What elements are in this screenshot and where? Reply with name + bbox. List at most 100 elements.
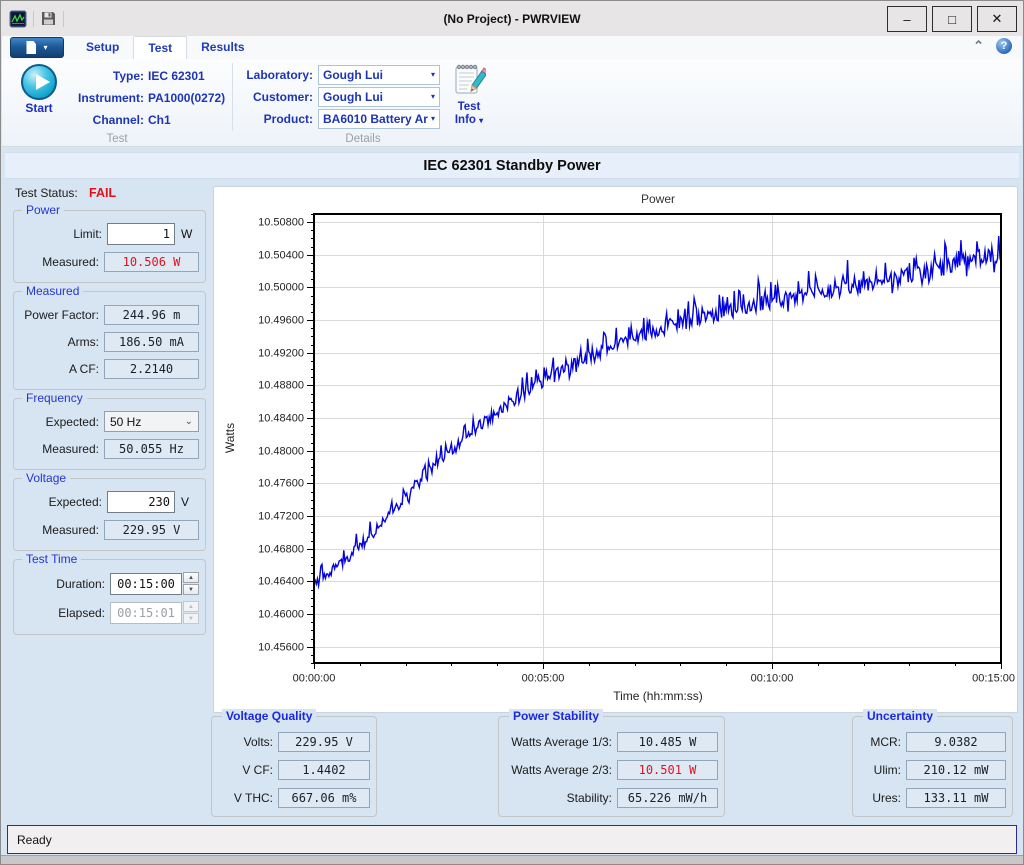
field-label: Ures: [859,791,906,805]
power-chart-canvas [214,187,1017,712]
field-label: Volts: [218,735,278,749]
spin-down-icon[interactable]: ▼ [183,584,199,595]
status-text: Ready [17,833,52,847]
field-label: Arms: [20,335,104,349]
combo-label: Laboratory: [233,68,313,82]
field-row: Ures:133.11 mW [859,787,1006,809]
close-button[interactable]: ✕ [977,6,1017,32]
ures-readout: 133.11 mW [906,788,1006,808]
field-row: MCR:9.0382 [859,731,1006,753]
spinner-value: 00:15:01 [110,602,182,624]
field-label: Limit: [20,227,107,241]
tab-test[interactable]: Test [133,36,187,59]
tab-results[interactable]: Results [187,36,258,59]
panel-title: Power Stability [509,709,603,723]
group-title: Measured [22,284,83,298]
field-label: Duration: [20,577,110,591]
unit-label: W [181,227,199,241]
page-title: IEC 62301 Standby Power [5,152,1019,179]
test-time-duration-spinner[interactable]: 00:15:00▲▼ [110,572,199,595]
minimize-button[interactable]: – [887,6,927,32]
field-label: V CF: [218,763,278,777]
titlebar: (No Project) - PWRVIEW – □ ✕ [1,1,1023,36]
measured-power-factor-readout: 244.96 m [104,305,199,325]
ribbon-test-fields: Type:IEC 62301Instrument:PA1000(0272)Cha… [64,65,232,131]
mcr-readout: 9.0382 [906,732,1006,752]
spin-up-icon: ▲ [183,601,199,612]
field-row: Watts Average 1/3:10.485 W [505,731,718,753]
collapse-ribbon-icon[interactable]: ⌃ [973,41,984,51]
field-label: Power Factor: [20,308,104,322]
test-time-elapsed-spinner: 00:15:01▲▼ [110,601,199,624]
field-row: Limit:1W [20,223,199,245]
combo-value: BA6010 Battery Ar [323,112,428,126]
maximize-button[interactable]: □ [932,6,972,32]
voltage-expected-input[interactable]: 230 [107,491,175,513]
panel-voltage-quality: Voltage QualityVolts:229.95 VV CF:1.4402… [211,716,377,817]
ribbon-field-label: Channel: [64,113,144,127]
v-thc-readout: 667.06 m% [278,788,370,808]
field-row: Measured:50.055 Hz [20,438,199,459]
volts-readout: 229.95 V [278,732,370,752]
field-row: Duration:00:15:00▲▼ [20,572,199,595]
caret-down-icon: ▾ [43,43,47,52]
ribbon-field-value: Ch1 [148,113,171,127]
ribbon-field-label: Instrument: [64,91,144,105]
status-bar: Ready [7,825,1017,854]
save-icon[interactable] [40,10,57,27]
ribbon-field-row: Type:IEC 62301 [64,65,232,87]
measured-arms-readout: 186.50 mA [104,332,199,352]
field-label: Measured: [20,523,104,537]
select-value: 50 Hz [110,415,141,429]
field-row: Measured:10.506 W [20,251,199,272]
combo-row: Product:BA6010 Battery Ar▾ [233,108,440,129]
group-voltage: VoltageExpected:230VMeasured:229.95 V [13,478,206,551]
notepad-pencil-icon [453,61,486,96]
v-cf-readout: 1.4402 [278,760,370,780]
tab-setup[interactable]: Setup [72,36,133,59]
window-bottom-edge [1,855,1023,864]
field-row: Ulim:210.12 mW [859,759,1006,781]
app-icon [9,10,27,28]
window-title: (No Project) - PWRVIEW [1,12,1023,26]
file-menu-button[interactable]: ▾ [10,37,64,58]
group-caption-details: Details [233,133,493,145]
chart-panel: Power Watts Time (hh:mm:ss) [213,186,1018,713]
chevron-down-icon: ⌄ [185,416,193,427]
play-icon [21,64,57,100]
watts-average-1-3-readout: 10.485 W [617,732,718,752]
field-row: Watts Average 2/3:10.501 W [505,759,718,781]
power-limit-input[interactable]: 1 [107,223,175,245]
group-title: Frequency [22,391,87,405]
field-label: Watts Average 2/3: [505,763,617,777]
frequency-expected-select[interactable]: 50 Hz ⌄ [104,411,199,432]
test-info-label-1: Test [445,101,493,114]
panel-title: Voltage Quality [222,709,316,723]
voltage-measured-readout: 229.95 V [104,520,199,540]
spinner-value: 00:15:00 [110,573,182,595]
field-row: Arms:186.50 mA [20,331,199,352]
ribbon-group-test: Start Type:IEC 62301Instrument:PA1000(02… [2,59,232,146]
customer-combobox[interactable]: Gough Lui▾ [318,87,440,107]
field-row: V CF:1.4402 [218,759,370,781]
spin-up-icon[interactable]: ▲ [183,572,199,583]
measured-a-cf-readout: 2.2140 [104,359,199,379]
field-label: Watts Average 1/3: [505,735,617,749]
help-icon[interactable]: ? [996,38,1012,54]
combo-value: Gough Lui [323,68,383,82]
field-row: V THC:667.06 m% [218,787,370,809]
test-status-label: Test Status: [15,186,78,200]
test-info-button[interactable]: Test Info ▾ [445,61,493,127]
product-combobox[interactable]: BA6010 Battery Ar▾ [318,109,440,129]
field-label: Stability: [505,791,617,805]
laboratory-combobox[interactable]: Gough Lui▾ [318,65,440,85]
field-label: Measured: [20,255,104,269]
test-status: Test Status: FAIL [15,186,209,200]
start-button-label: Start [12,101,66,115]
field-label: A CF: [20,362,104,376]
field-row: Volts:229.95 V [218,731,370,753]
caret-down-icon: ▾ [479,116,483,125]
combo-row: Laboratory: Gough Lui▾ [233,64,440,85]
start-button[interactable]: Start [12,62,66,115]
combo-row: Customer:Gough Lui▾ [233,86,440,107]
